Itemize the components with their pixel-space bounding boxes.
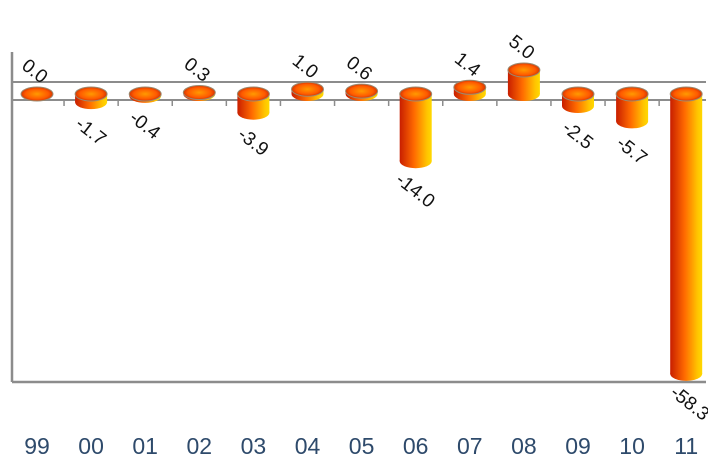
x-tick-label: 06	[403, 433, 429, 456]
x-tick-label: 08	[511, 433, 537, 456]
x-tick-label: 03	[241, 433, 267, 456]
bars	[21, 63, 702, 381]
data-label: -5.7	[612, 133, 651, 170]
bar-top-cap	[616, 87, 648, 101]
bar-top-cap	[292, 82, 324, 96]
x-tick-label: 11	[674, 433, 698, 456]
bar-top-cap	[346, 84, 378, 98]
bar-11	[670, 87, 702, 381]
data-label: -2.5	[558, 117, 597, 154]
data-label: 0.6	[342, 52, 376, 85]
bar-top-cap	[454, 80, 486, 94]
data-label: -1.7	[71, 113, 110, 150]
x-tick-label: 01	[132, 433, 158, 456]
x-tick-label: 00	[78, 433, 104, 456]
bar-bottom-cap	[616, 114, 648, 128]
data-label: -58.3	[666, 382, 708, 425]
data-label: 5.0	[504, 31, 538, 64]
data-label: 0.0	[18, 55, 52, 88]
bar-03	[237, 87, 269, 120]
bar-top-cap	[183, 86, 215, 100]
data-label: -3.9	[233, 124, 272, 161]
bar-top-cap	[129, 87, 161, 101]
bar-top-cap	[237, 87, 269, 101]
bar-06	[400, 87, 432, 168]
data-label: 1.4	[450, 49, 484, 82]
bar-99	[21, 87, 53, 101]
x-tick-label: 02	[187, 433, 213, 456]
bar-07	[454, 80, 486, 101]
bar-08	[508, 63, 540, 101]
data-label: -0.4	[125, 107, 164, 144]
bar-01	[129, 87, 161, 103]
bar-05	[346, 84, 378, 101]
bar-top-cap	[75, 87, 107, 101]
bar-bottom-cap	[670, 367, 702, 381]
axes	[12, 52, 706, 382]
bar-top-cap	[562, 87, 594, 101]
bar-09	[562, 87, 594, 113]
bar-bottom-cap	[508, 87, 540, 101]
bar-top-cap	[508, 63, 540, 77]
bar-top-cap	[670, 87, 702, 101]
data-label: 1.0	[288, 50, 322, 83]
data-label: -14.0	[392, 169, 439, 212]
x-tick-label: 99	[24, 433, 50, 456]
bar-04	[292, 82, 324, 101]
bar-body	[400, 94, 432, 161]
bar-02	[183, 86, 215, 101]
x-tick-label: 10	[619, 433, 645, 456]
x-tick-labels: 99 00 01 02 03 04 05 06 07 08 09 10 11	[24, 433, 698, 456]
bar-bottom-cap	[237, 106, 269, 120]
x-tick-label: 05	[349, 433, 375, 456]
x-tick-label: 07	[457, 433, 483, 456]
bar-bottom-cap	[400, 154, 432, 168]
x-tick-label: 09	[565, 433, 591, 456]
bar-body	[670, 94, 702, 374]
bar-top-cap	[21, 87, 53, 101]
bar-00	[75, 87, 107, 109]
x-tick-label: 04	[295, 433, 321, 456]
bar-top-cap	[400, 87, 432, 101]
bar-10	[616, 87, 648, 128]
